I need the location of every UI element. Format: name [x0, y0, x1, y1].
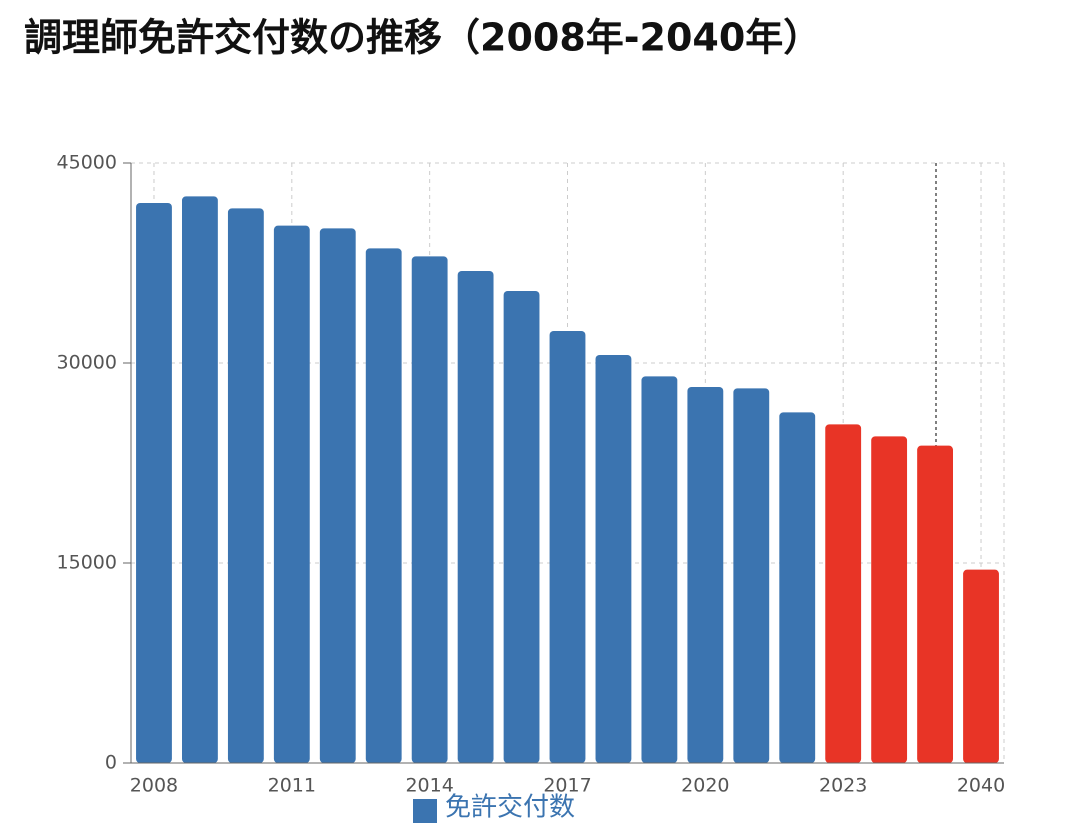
x-tick-label: 2008: [130, 775, 178, 797]
bar: [411, 256, 448, 763]
legend-swatch: [413, 799, 437, 823]
bar: [227, 208, 264, 764]
bar: [871, 436, 908, 763]
y-tick-label: 15000: [57, 552, 117, 574]
y-tick-label: 30000: [57, 352, 117, 374]
bar: [365, 248, 402, 764]
bar: [503, 291, 540, 763]
bar: [687, 387, 724, 763]
chart-title: 調理師免許交付数の推移（2008年-2040年）: [24, 16, 821, 60]
bar: [273, 225, 310, 763]
bar: [641, 376, 678, 763]
x-tick-label: 2014: [405, 775, 453, 797]
y-tick-label: 0: [105, 752, 117, 774]
legend-label: 免許交付数: [445, 793, 575, 823]
bar: [319, 228, 356, 764]
bar: [825, 424, 862, 763]
bar: [779, 412, 816, 763]
bar: [182, 196, 218, 764]
x-tick-label: 2020: [681, 775, 729, 797]
bar: [733, 388, 770, 763]
x-tick-label: 2011: [268, 775, 316, 797]
x-tick-label: 2023: [819, 775, 867, 797]
bar: [457, 271, 494, 763]
bar: [136, 203, 172, 763]
x-tick-label: 2017: [543, 775, 591, 797]
bar: [595, 355, 632, 763]
x-tick-label: 2040: [957, 775, 1005, 797]
bar: [549, 331, 586, 763]
bar: [963, 569, 999, 763]
bar: [917, 445, 953, 763]
y-tick-label: 45000: [57, 152, 117, 174]
